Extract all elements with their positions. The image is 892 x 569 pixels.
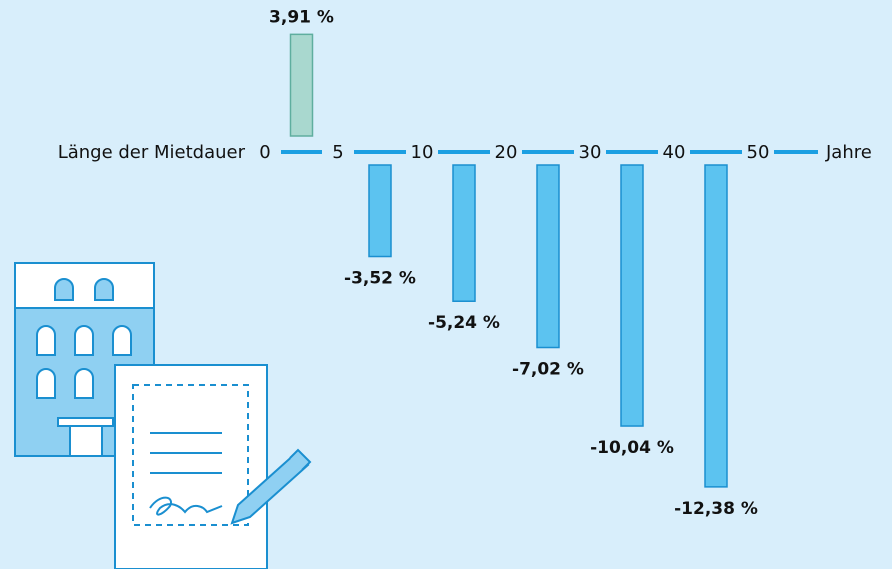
bar	[369, 165, 391, 257]
bar	[621, 165, 643, 426]
x-tick-label: 0	[259, 142, 270, 163]
value-label: -10,04 %	[590, 438, 674, 458]
bar	[291, 34, 313, 136]
x-tick-label: 40	[663, 142, 686, 163]
x-axis-label: Länge der Mietdauer	[58, 142, 246, 163]
value-label: -3,52 %	[344, 269, 416, 289]
bar	[705, 165, 727, 487]
value-label: -7,02 %	[512, 360, 584, 380]
page: Länge der Mietdauer Jahre 0 5 10 20 30 40 50 3,…	[0, 0, 892, 569]
x-tick-label: 20	[495, 142, 518, 163]
value-label: -5,24 %	[428, 313, 500, 333]
bar	[453, 165, 475, 301]
x-tick-label: 10	[411, 142, 434, 163]
x-tick-label: 30	[579, 142, 602, 163]
x-tick-label: 50	[747, 142, 770, 163]
x-unit: Jahre	[825, 142, 872, 163]
bar	[537, 165, 559, 348]
chart: Länge der Mietdauer Jahre 0 5 10 20 30 40 50 3,…	[0, 0, 892, 569]
value-label: -12,38 %	[674, 499, 758, 519]
value-label: 3,91 %	[269, 7, 334, 27]
x-tick-label: 5	[332, 142, 343, 163]
